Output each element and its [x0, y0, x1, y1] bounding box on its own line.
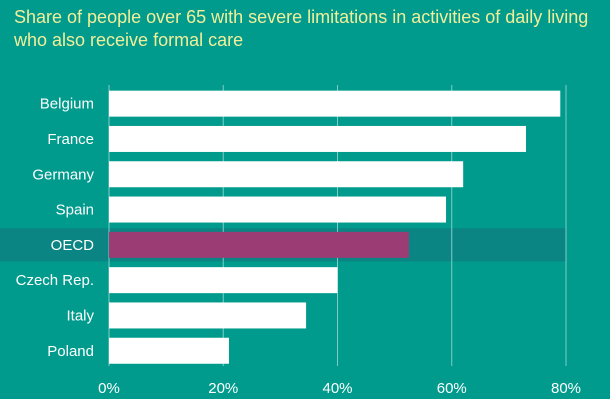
category-label: Poland	[47, 343, 94, 360]
bar-spain	[109, 196, 447, 223]
bar-italy	[109, 302, 307, 329]
category-label: Czech Rep.	[16, 272, 94, 289]
x-tick-label: 80%	[551, 380, 581, 397]
category-label: Germany	[32, 166, 94, 183]
chart-title: Share of people over 65 with severe limi…	[14, 7, 589, 50]
bar-germany	[109, 161, 464, 188]
category-label: Italy	[66, 307, 94, 324]
bar-oecd	[109, 231, 409, 258]
category-label: Spain	[56, 202, 94, 219]
bar-france	[109, 125, 527, 152]
x-tick-label: 0%	[98, 380, 120, 397]
bar-belgium	[109, 90, 561, 117]
bar-poland	[109, 337, 229, 364]
category-label: OECD	[51, 237, 95, 254]
category-label: France	[47, 131, 94, 148]
x-tick-label: 20%	[208, 380, 238, 397]
category-label: Belgium	[40, 96, 94, 113]
x-tick-label: 60%	[437, 380, 467, 397]
x-tick-label: 40%	[322, 380, 352, 397]
bar-czech-rep	[109, 267, 338, 294]
